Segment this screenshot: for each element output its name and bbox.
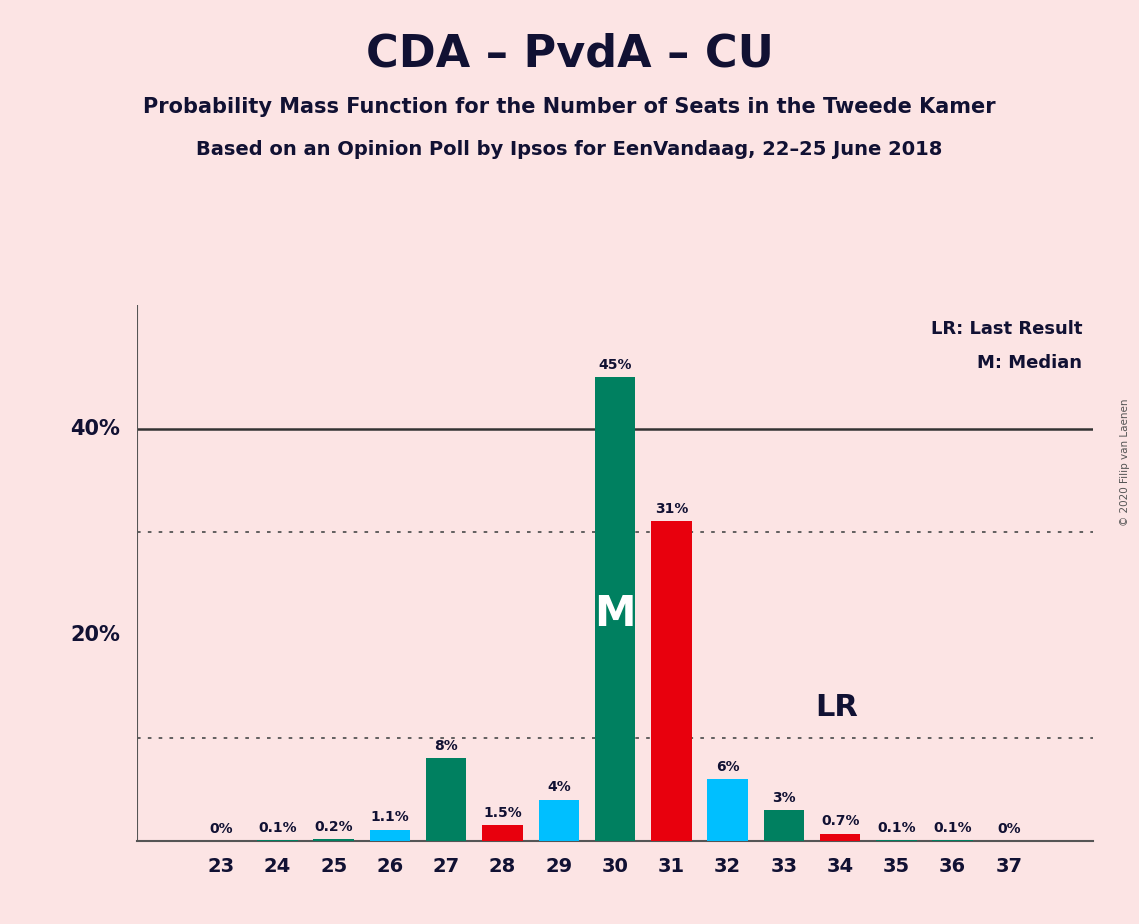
Bar [707, 779, 748, 841]
Text: LR: LR [814, 693, 858, 723]
Bar [876, 840, 917, 841]
Text: Based on an Opinion Poll by Ipsos for EenVandaag, 22–25 June 2018: Based on an Opinion Poll by Ipsos for Ee… [196, 140, 943, 160]
Text: Probability Mass Function for the Number of Seats in the Tweede Kamer: Probability Mass Function for the Number… [144, 97, 995, 117]
Text: © 2020 Filip van Laenen: © 2020 Filip van Laenen [1120, 398, 1130, 526]
Bar [257, 840, 297, 841]
Bar [370, 830, 410, 841]
Text: LR: Last Result: LR: Last Result [931, 321, 1082, 338]
Text: 0.2%: 0.2% [314, 820, 353, 833]
Text: 0.7%: 0.7% [821, 814, 860, 829]
Bar [820, 833, 860, 841]
Text: M: M [595, 593, 636, 635]
Bar [652, 521, 691, 841]
Text: 40%: 40% [69, 419, 120, 439]
Text: 0.1%: 0.1% [259, 821, 296, 834]
Text: 20%: 20% [69, 625, 120, 645]
Text: M: Median: M: Median [977, 355, 1082, 372]
Bar [313, 839, 354, 841]
Text: CDA – PvdA – CU: CDA – PvdA – CU [366, 32, 773, 76]
Text: 31%: 31% [655, 503, 688, 517]
Text: 0.1%: 0.1% [877, 821, 916, 834]
Text: 0.1%: 0.1% [934, 821, 972, 834]
Text: 1.1%: 1.1% [370, 810, 409, 824]
Text: 45%: 45% [598, 358, 632, 371]
Bar [539, 799, 579, 841]
Text: 0%: 0% [998, 821, 1021, 835]
Bar [763, 810, 804, 841]
Bar [426, 759, 467, 841]
Text: 4%: 4% [547, 781, 571, 795]
Text: 8%: 8% [434, 739, 458, 753]
Bar [482, 825, 523, 841]
Bar [595, 377, 636, 841]
Text: 0%: 0% [210, 821, 232, 835]
Text: 1.5%: 1.5% [483, 807, 522, 821]
Bar [933, 840, 973, 841]
Text: 6%: 6% [715, 760, 739, 774]
Text: 3%: 3% [772, 791, 796, 805]
